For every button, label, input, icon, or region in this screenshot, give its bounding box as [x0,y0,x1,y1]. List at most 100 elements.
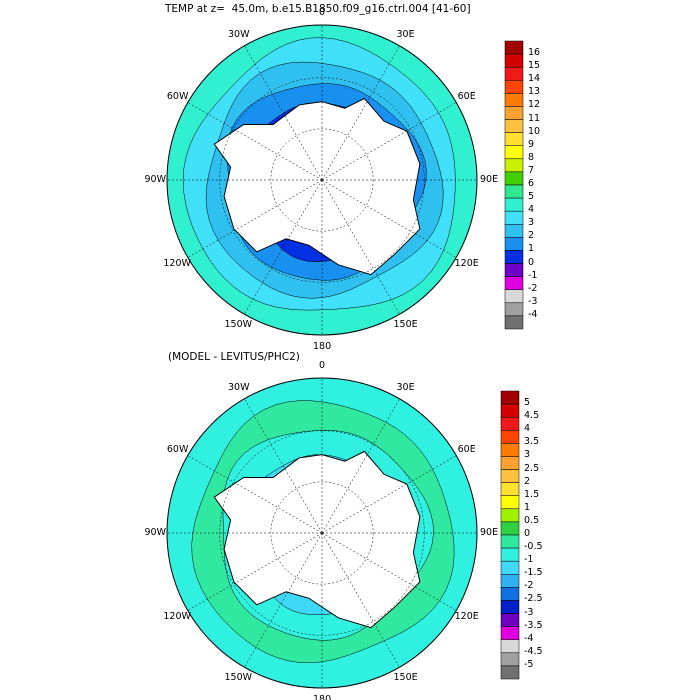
meridian-line [244,398,323,534]
colorbar-tick-label: 1 [524,501,531,513]
colorbar-swatch [500,403,520,418]
colorbar-tick-label: -0.5 [524,541,543,553]
colorbar-tick-label: 10 [528,125,541,137]
colorbar-tick-label: 1 [528,243,535,255]
colorbar-tick-label: 6 [528,178,535,189]
colorbar-tick-label: 12 [528,99,541,111]
latitude-circle [270,481,374,585]
meridian-line [321,179,400,315]
colorbar-tick-label: 4 [528,204,535,216]
meridian-line [321,532,457,611]
colorbar-swatch [500,508,520,523]
longitude-label: 0 [319,7,326,18]
colorbar-swatch [504,106,524,120]
map-border [166,377,478,689]
longitude-label: 30W [228,382,250,394]
meridian-line [187,102,323,181]
colorbar-tick-label: 8 [528,151,535,163]
longitude-label: 120W [163,610,191,622]
latitude-circle [219,77,425,283]
colorbar-tick-label: -4 [528,308,538,320]
longitude-label: 120E [454,610,479,622]
colorbar-tick-label: 5 [528,191,535,203]
longitude-label: 150W [224,318,253,330]
colorbar-swatch [500,534,520,549]
colorbar-swatch [500,469,520,483]
colorbar-swatch [500,521,520,536]
colorbar-tick-label: 15 [528,60,541,72]
colorbar-tick-label: 13 [528,86,541,98]
longitude-label: 30E [396,382,415,394]
colorbar-swatch [504,197,524,212]
colorbar-tick-label: 2 [524,475,531,487]
colorbar-tick-label: -4.5 [524,645,543,657]
colorbar-swatch [500,430,520,444]
longitude-label: 30E [396,29,415,41]
colorbar-swatch [504,237,524,251]
meridian-line [321,45,400,181]
longitude-label: 90W [144,174,166,185]
colorbar-tick-label: 14 [528,73,541,85]
colorbar-tick-label: 2 [528,230,535,242]
colorbar-tick-label: -2 [528,282,538,294]
bottom-polar-map [166,377,478,689]
longitude-label: 180 [313,694,332,700]
colorbar-swatch [500,574,520,588]
colorbar-swatch [500,416,520,431]
colorbar-swatch [500,587,520,601]
colorbar-swatch [500,626,520,640]
colorbar-tick-label: 11 [528,112,541,124]
colorbar-swatch [504,119,524,133]
meridian-line [187,179,323,258]
colorbar-swatch [500,560,520,575]
longitude-label: 90E [480,527,499,538]
colorbar-swatch [500,390,520,405]
meridian-line [321,398,400,534]
difference-subtitle: (MODEL - LEVITUS/PHC2) [168,351,300,363]
colorbar-swatch [504,250,524,264]
bottom-panel: 0 30E 60E 90E 120E 150E 180 150W 120W 90W 60W 30W 5… [0,350,700,700]
longitude-label: 120E [454,257,479,269]
longitude-label: 90W [144,527,166,538]
colorbar-swatch [500,443,520,457]
colorbar-swatch [504,289,524,304]
colorbar-tick-label: -3 [528,295,538,307]
colorbar-swatch [504,40,524,55]
colorbar-swatch [504,80,524,94]
colorbar-swatch [500,495,520,510]
colorbar-swatch [504,210,524,225]
meridian-line [244,532,323,668]
colorbar-tick-label: -3 [524,606,534,618]
colorbar-tick-label: 9 [528,138,535,150]
meridian-line [244,179,323,315]
colorbar-tick-label: 16 [528,47,541,59]
colorbar-swatch [500,639,520,654]
meridian-line [321,102,457,181]
colorbar-swatch [504,132,524,146]
colorbar-swatch [500,665,520,680]
meridian-line [321,179,457,258]
antarctica-landmass [213,97,421,276]
longitude-label: 150W [224,671,253,683]
colorbar-tick-label: 1.5 [524,488,540,500]
longitude-label: 60W [166,443,189,455]
colorbar-swatch [504,66,524,81]
colorbar-swatch [500,652,520,667]
meridian-line [187,532,323,611]
colorbar-tick-label: -1 [524,554,534,566]
colorbar-swatch [504,145,524,160]
colorbar-tick-label: -5 [524,658,534,670]
longitude-label: 60W [166,90,189,102]
colorbar-tick-label: -2 [524,580,534,592]
map-border [166,24,478,336]
colorbar-swatch [504,171,524,186]
colorbar-tick-label: -1.5 [524,567,543,579]
colorbar-swatch [504,276,524,290]
longitude-label: 120W [163,257,191,269]
longitude-label: 180 [313,341,332,352]
longitude-label: 0 [319,360,326,371]
colorbar-tick-label: 4 [524,423,531,435]
colorbar-tick-label: 5 [524,397,531,409]
colorbar-tick-label: -3.5 [524,619,543,631]
